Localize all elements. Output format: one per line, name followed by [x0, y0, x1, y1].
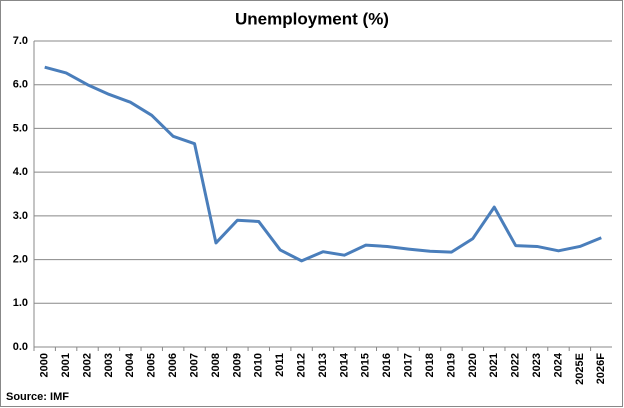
x-tick-label: 2009 — [231, 353, 243, 377]
chart-title: Unemployment (%) — [235, 9, 389, 28]
y-tick-label: 4.0 — [13, 166, 28, 178]
x-tick-label: 2001 — [60, 353, 72, 377]
x-tick-label: 2014 — [338, 352, 350, 377]
x-tick-label: 2022 — [510, 353, 522, 377]
x-tick-label: 2021 — [488, 353, 500, 377]
y-tick-label: 3.0 — [13, 210, 28, 222]
x-tick-label: 2006 — [167, 353, 179, 377]
x-tick-label: 2004 — [124, 352, 136, 377]
y-tick-label: 1.0 — [13, 297, 28, 309]
x-tick-label: 2012 — [295, 353, 307, 377]
x-tick-label: 2020 — [467, 353, 479, 377]
x-tick-label: 2005 — [146, 353, 158, 377]
x-tick-label: 2016 — [381, 353, 393, 377]
x-tick-label: 2026F — [595, 353, 607, 384]
x-tick-label: 2023 — [531, 353, 543, 377]
data-line — [44, 65, 602, 263]
y-tick-label: 5.0 — [13, 122, 28, 134]
y-tick-label: 6.0 — [13, 79, 28, 91]
x-tick-label: 2002 — [81, 353, 93, 377]
x-tick-label: 2015 — [360, 353, 372, 377]
y-tick-label: 7.0 — [13, 35, 28, 47]
x-tick-label: 2003 — [103, 353, 115, 377]
x-tick-label: 2010 — [253, 353, 265, 377]
x-tick-label: 2007 — [188, 353, 200, 377]
x-tick-label: 2008 — [210, 353, 222, 377]
x-tick-label: 2024 — [552, 352, 564, 377]
x-tick-label: 2011 — [274, 353, 286, 377]
x-tick-label: 2018 — [424, 353, 436, 377]
y-tick-label: 2.0 — [13, 253, 28, 265]
x-tick-label: 2019 — [445, 353, 457, 377]
source-note: Source: IMF — [6, 391, 69, 403]
y-tick-label: 0.0 — [13, 341, 28, 353]
x-tick-label: 2013 — [317, 353, 329, 377]
x-tick-label: 2025E — [574, 353, 586, 385]
x-tick-label: 2017 — [403, 353, 415, 377]
x-tick-label: 2000 — [39, 353, 51, 377]
